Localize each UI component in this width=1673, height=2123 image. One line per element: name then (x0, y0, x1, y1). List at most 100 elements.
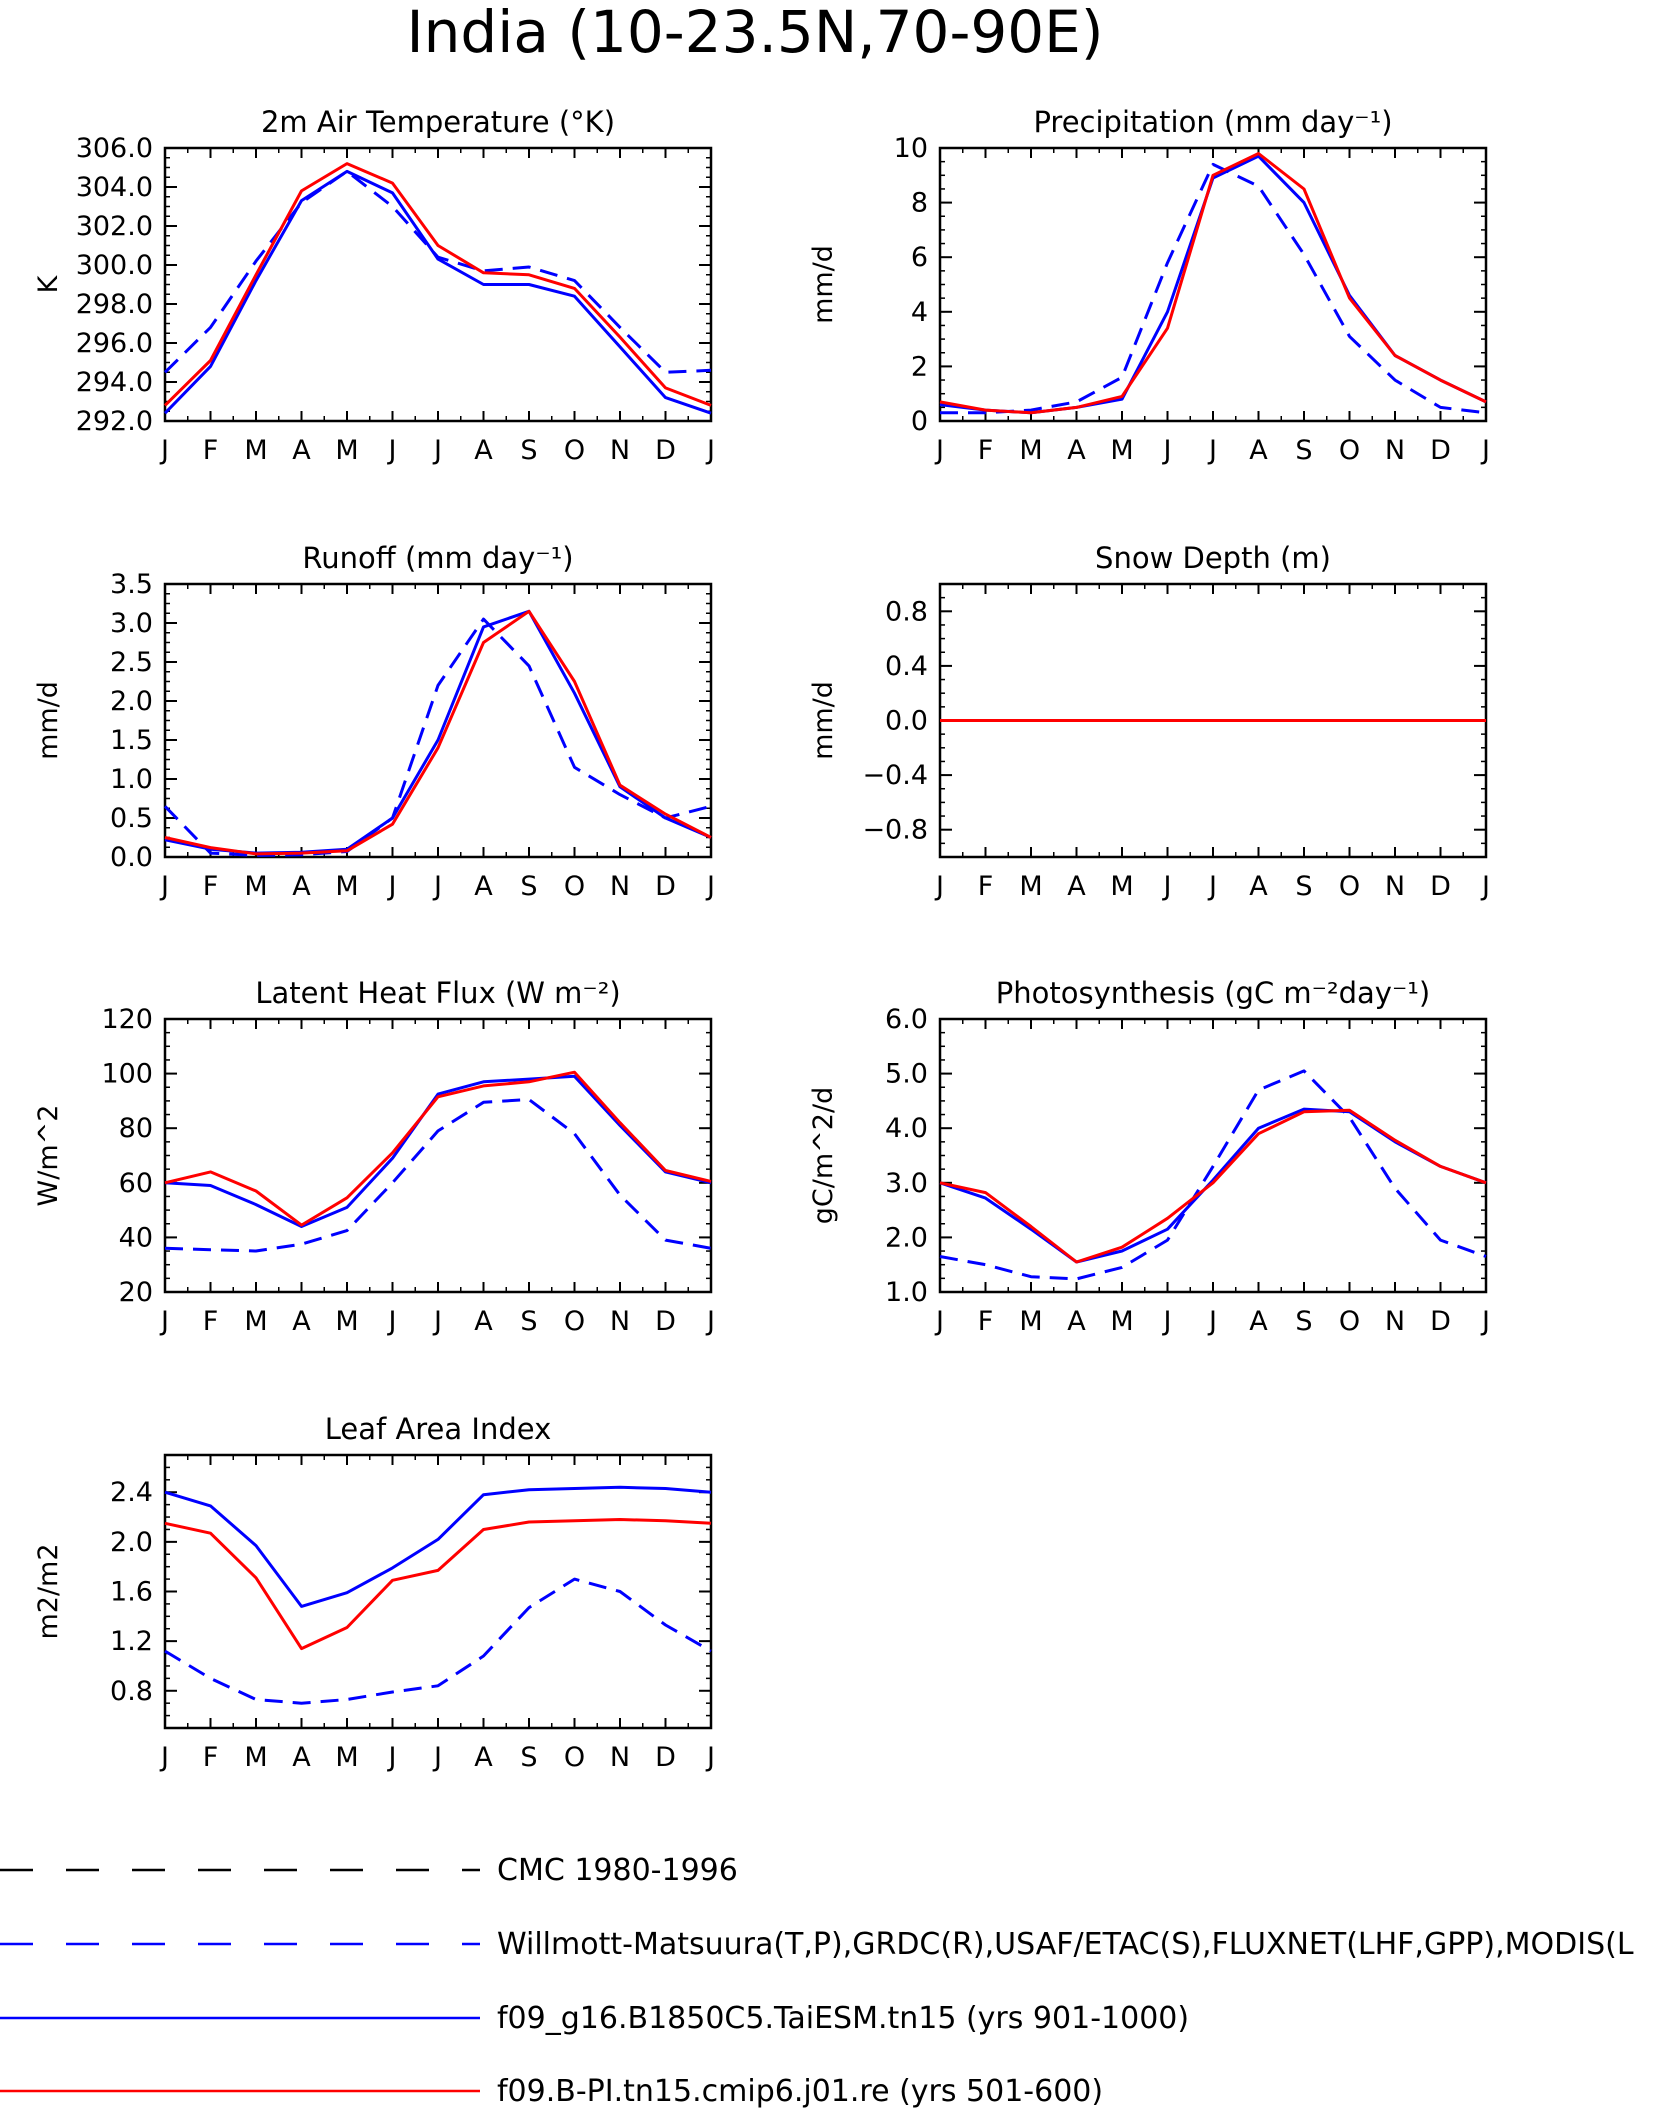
x-tick-label: N (610, 1306, 630, 1337)
x-tick-label: M (1110, 871, 1133, 902)
y-tick-label: 2.0 (885, 1222, 928, 1253)
x-tick-label: J (387, 871, 397, 902)
panel-title: Runoff (mm day⁻¹) (302, 541, 573, 575)
y-tick-label: 3.0 (110, 608, 153, 639)
x-tick-label: M (335, 435, 358, 466)
x-tick-label: D (1430, 435, 1451, 466)
series-observed (164, 1098, 712, 1253)
series-cmip6 (164, 1518, 712, 1651)
series-taiesm (163, 169, 712, 415)
y-tick-label: 2.0 (110, 686, 153, 717)
x-tick-label: F (978, 435, 994, 466)
x-tick-label: D (1430, 1306, 1451, 1337)
x-tick-label: M (1019, 871, 1042, 902)
y-tick-label: 304.0 (76, 172, 153, 203)
x-tick-label: O (1339, 1306, 1360, 1337)
x-tick-label: M (244, 435, 267, 466)
legend-label: Willmott-Matsuura(T,P),GRDC(R),USAF/ETAC… (497, 1927, 1634, 1962)
y-tick-label: 80 (119, 1113, 153, 1144)
x-tick-label: J (432, 871, 442, 902)
panel-title: Leaf Area Index (325, 1412, 551, 1446)
x-tick-label: A (292, 1306, 311, 1337)
y-tick-label: 6 (911, 242, 928, 273)
x-tick-label: J (1162, 435, 1172, 466)
x-tick-label: J (387, 435, 397, 466)
x-tick-label: S (520, 1742, 537, 1773)
y-tick-label: 0.0 (885, 706, 928, 737)
x-tick-label: J (387, 1306, 397, 1337)
series-cmip6 (939, 1108, 1487, 1264)
panel-title: 2m Air Temperature (°K) (261, 105, 615, 139)
x-tick-label: F (203, 1742, 219, 1773)
y-tick-label: 1.6 (110, 1577, 153, 1608)
x-tick-label: J (1480, 1306, 1490, 1337)
x-tick-label: N (1385, 871, 1405, 902)
series-taiesm (164, 609, 712, 855)
x-tick-label: J (432, 1306, 442, 1337)
x-tick-label: S (1295, 435, 1312, 466)
x-tick-label: J (159, 1742, 169, 1773)
y-tick-label: 296.0 (76, 328, 153, 359)
x-tick-label: D (655, 871, 676, 902)
x-tick-label: J (705, 435, 715, 466)
y-tick-label: 60 (119, 1168, 153, 1199)
x-tick-label: J (1207, 871, 1217, 902)
y-tick-label: 0.8 (110, 1676, 153, 1707)
x-tick-label: A (474, 435, 493, 466)
x-tick-label: N (610, 1742, 630, 1773)
x-tick-label: F (203, 1306, 219, 1337)
x-tick-label: M (1019, 435, 1042, 466)
x-tick-label: A (1067, 1306, 1086, 1337)
y-axis-label: m2/m2 (33, 1543, 64, 1639)
y-axis-label: K (33, 274, 64, 293)
x-tick-label: J (934, 1306, 944, 1337)
x-tick-label: J (705, 1742, 715, 1773)
legend: CMC 1980-1996 Willmott-Matsuura(T,P),GRDC… (0, 1853, 1634, 2109)
x-tick-label: N (610, 871, 630, 902)
series-observed (940, 162, 1487, 415)
legend-entry: Willmott-Matsuura(T,P),GRDC(R),USAF/ETAC… (0, 1927, 1634, 1962)
x-tick-label: A (1249, 871, 1268, 902)
x-tick-label: J (159, 1306, 169, 1337)
y-tick-label: −0.4 (862, 760, 928, 791)
x-tick-label: S (1295, 1306, 1312, 1337)
y-tick-label: 300.0 (76, 250, 153, 281)
y-tick-label: 1.0 (110, 764, 153, 795)
x-tick-label: A (1249, 1306, 1268, 1337)
x-tick-label: M (1110, 1306, 1133, 1337)
y-tick-label: 5.0 (885, 1059, 928, 1090)
series-taiesm (939, 1107, 1487, 1264)
y-tick-label: 10 (894, 133, 928, 164)
x-tick-label: A (474, 1306, 493, 1337)
x-tick-label: N (1385, 1306, 1405, 1337)
series-observed (163, 617, 712, 857)
x-tick-label: A (292, 871, 311, 902)
series-cmip6 (164, 1070, 712, 1227)
y-tick-label: 0.8 (885, 596, 928, 627)
x-tick-label: J (159, 871, 169, 902)
x-tick-label: O (1339, 871, 1360, 902)
y-tick-label: 0.0 (110, 842, 153, 873)
y-tick-label: 292.0 (76, 406, 153, 437)
x-tick-label: A (292, 1742, 311, 1773)
y-tick-label: 0.4 (885, 651, 928, 682)
y-tick-label: 298.0 (76, 289, 153, 320)
y-tick-label: 2.4 (110, 1477, 153, 1508)
y-tick-label: −0.8 (862, 815, 928, 846)
plot-frame (938, 146, 1488, 423)
y-tick-label: 3.0 (885, 1168, 928, 1199)
y-tick-label: 40 (119, 1222, 153, 1253)
series-observed (164, 1577, 712, 1705)
x-tick-label: A (474, 871, 493, 902)
legend-entry: f09_g16.B1850C5.TaiESM.tn15 (yrs 901-100… (0, 2001, 1189, 2036)
x-tick-label: J (1207, 1306, 1217, 1337)
x-tick-label: M (1019, 1306, 1042, 1337)
y-axis-label: mm/d (808, 245, 839, 324)
legend-label: CMC 1980-1996 (497, 1853, 738, 1888)
y-tick-label: 2.0 (110, 1527, 153, 1558)
chart-panel-1: J F M A M J J A S O N D J292.0294.0296.0298.0300.030… (33, 105, 715, 466)
x-tick-label: J (1162, 871, 1172, 902)
